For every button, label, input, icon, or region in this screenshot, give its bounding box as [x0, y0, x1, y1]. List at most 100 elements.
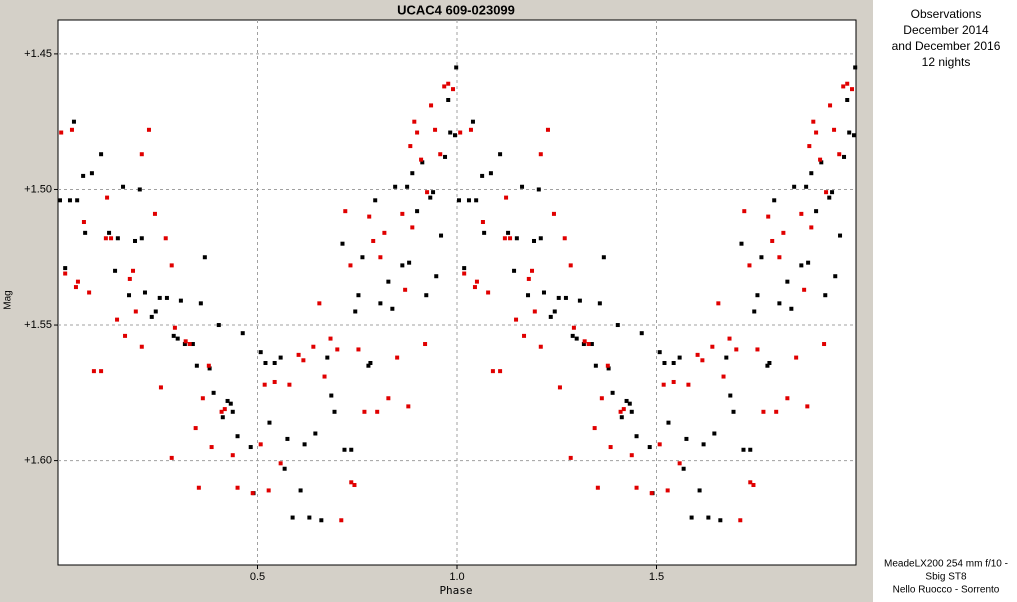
data-point [196, 485, 201, 490]
credit-line: Nello Ruocco - Sorrento [893, 585, 1000, 596]
data-point [216, 323, 221, 328]
data-point [349, 447, 354, 452]
data-point [634, 485, 639, 490]
data-point [400, 263, 405, 268]
data-point [724, 355, 729, 360]
data-point [342, 447, 347, 452]
data-point [545, 127, 550, 132]
data-point [814, 130, 819, 135]
data-point [193, 426, 198, 431]
data-point [468, 127, 473, 132]
data-point [629, 409, 634, 414]
note-line: December 2014 [903, 23, 989, 37]
data-point [403, 287, 408, 292]
data-point [164, 295, 169, 300]
data-point [504, 195, 509, 200]
data-point [348, 263, 353, 268]
data-point [393, 184, 398, 189]
data-point [581, 342, 586, 347]
data-point [285, 436, 290, 441]
data-point [845, 97, 850, 102]
data-point [123, 333, 128, 338]
data-point [158, 385, 163, 390]
data-point [428, 195, 433, 200]
note-line: Observations [911, 7, 982, 21]
data-point [809, 225, 814, 230]
data-point [770, 238, 775, 243]
data-point [200, 396, 205, 401]
data-point [526, 276, 531, 281]
data-point [169, 455, 174, 460]
data-point [677, 355, 682, 360]
data-point [657, 442, 662, 447]
data-point [172, 325, 177, 330]
data-point [662, 360, 667, 365]
data-point [390, 306, 395, 311]
data-point [360, 255, 365, 260]
data-point [755, 293, 760, 298]
credit-line: Sbig ST8 [925, 572, 967, 583]
data-point [806, 260, 811, 265]
data-point [349, 480, 354, 485]
data-point [595, 485, 600, 490]
data-point [466, 198, 471, 203]
data-point [601, 255, 606, 260]
data-point [425, 190, 430, 195]
data-point [738, 518, 743, 523]
data-point [307, 515, 312, 520]
data-point [548, 314, 553, 319]
data-point [824, 190, 829, 195]
data-point [329, 393, 334, 398]
data-point [701, 442, 706, 447]
data-point [850, 87, 855, 92]
data-point [582, 339, 587, 344]
data-point [91, 369, 96, 374]
note-line: and December 2016 [892, 39, 1001, 53]
data-point [339, 518, 344, 523]
data-point [794, 355, 799, 360]
data-point [799, 263, 804, 268]
data-point [198, 301, 203, 306]
data-point [278, 461, 283, 466]
data-point [571, 325, 576, 330]
data-point [624, 398, 629, 403]
data-point [666, 420, 671, 425]
data-point [373, 198, 378, 203]
data-point [781, 230, 786, 235]
data-point [536, 187, 541, 192]
data-point [395, 355, 400, 360]
data-point [187, 342, 192, 347]
notes: Observations December 2014 and December 20… [892, 7, 1001, 69]
data-point [266, 488, 271, 493]
data-point [593, 363, 598, 368]
data-point [71, 119, 76, 124]
data-point [574, 336, 579, 341]
data-point [107, 230, 112, 235]
data-point [443, 154, 448, 159]
data-point [343, 209, 348, 214]
data-point [562, 236, 567, 241]
data-point [63, 271, 68, 276]
data-point [267, 420, 272, 425]
data-point [532, 238, 537, 243]
data-point [178, 298, 183, 303]
data-point [772, 198, 777, 203]
data-point [522, 333, 527, 338]
data-point [272, 379, 277, 384]
data-point [225, 398, 230, 403]
data-point [822, 342, 827, 347]
data-point [551, 211, 556, 216]
data-point [689, 515, 694, 520]
data-point [99, 152, 104, 157]
data-point [716, 301, 721, 306]
data-point [322, 374, 327, 379]
data-point [220, 415, 225, 420]
data-point [282, 466, 287, 471]
data-point [563, 295, 568, 300]
data-point [512, 268, 517, 273]
data-point [206, 363, 211, 368]
data-point [446, 97, 451, 102]
data-point [706, 515, 711, 520]
data-point [568, 455, 573, 460]
data-point [99, 369, 104, 374]
